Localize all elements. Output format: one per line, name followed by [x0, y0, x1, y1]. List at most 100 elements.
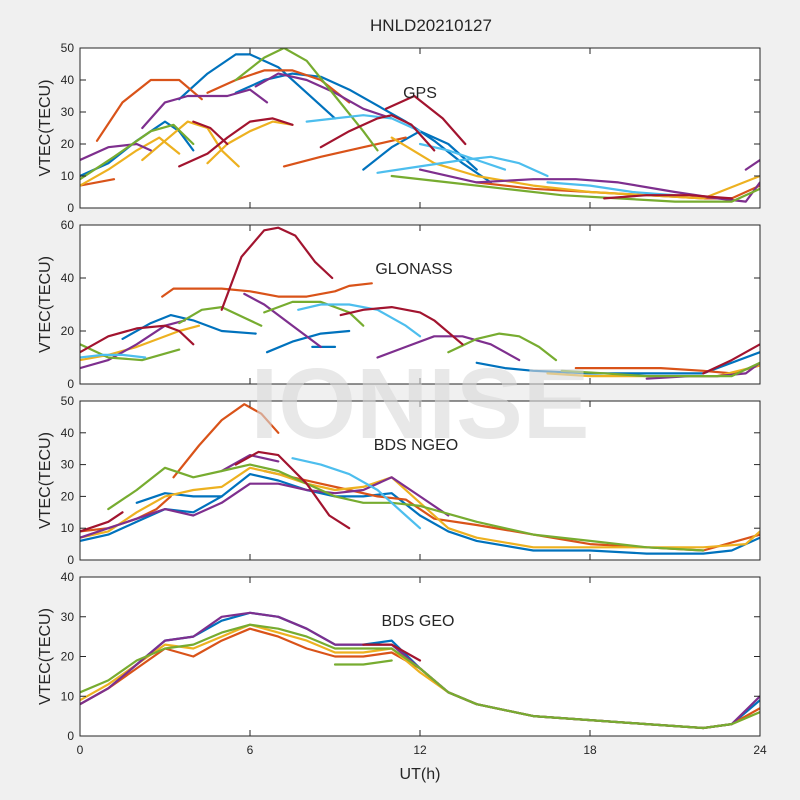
series-line-19 [80, 123, 195, 181]
series-group [80, 226, 760, 380]
series-line-18 [744, 158, 760, 171]
series-line-20 [234, 48, 379, 152]
series-line-6 [80, 466, 760, 549]
y-tick-label: 10 [61, 169, 75, 183]
panel-label: GLONASS [375, 261, 452, 278]
series-line-10 [243, 292, 322, 348]
y-tick-label: 10 [61, 689, 75, 703]
series-line-13 [390, 136, 760, 200]
watermark: IONISE [251, 348, 590, 460]
series-line-28 [319, 114, 436, 152]
y-axis-label: VTEC(TECU) [37, 256, 54, 353]
series-line-9 [107, 463, 705, 552]
y-tick-label: 30 [61, 610, 75, 624]
x-tick-label: 0 [77, 743, 84, 757]
y-axis-label: VTEC(TECU) [37, 608, 54, 705]
x-tick-label: 12 [413, 743, 427, 757]
series-line-14 [80, 142, 152, 162]
y-tick-label: 40 [61, 73, 75, 87]
series-line-4 [172, 403, 280, 479]
y-tick-label: 20 [61, 137, 75, 151]
series-line-21 [220, 226, 334, 311]
axes-background [80, 577, 760, 736]
series-line-2 [135, 492, 223, 504]
panel-bds-geo: 0 10 20 30 40 0 6 12 18 24 VTEC(TECU) BDS GEO [37, 570, 767, 757]
series-line-11 [376, 335, 521, 362]
series-line-30 [603, 194, 733, 200]
y-tick-label: 20 [61, 489, 75, 503]
series-line-2 [178, 53, 337, 120]
series-line-8 [220, 454, 280, 473]
series-line-21 [390, 174, 760, 203]
x-axis-label: UT(h) [400, 766, 441, 783]
series-line-23 [376, 155, 549, 178]
series-line-24 [418, 142, 507, 171]
series-line-27 [192, 120, 229, 146]
series-line-25 [546, 181, 677, 197]
series-group [80, 611, 760, 730]
series-group [80, 403, 760, 555]
series-line-6 [333, 659, 393, 666]
y-tick-label: 60 [61, 218, 75, 232]
x-tick-label: 24 [753, 743, 767, 757]
series-line-22 [339, 306, 464, 346]
series-line-26 [178, 117, 294, 168]
series-line-7 [282, 136, 407, 168]
series-line-12 [80, 511, 124, 533]
figure-title: HNLD20210127 [370, 16, 492, 35]
y-tick-label: 30 [61, 105, 75, 119]
axes-background [80, 401, 760, 560]
series-group [80, 48, 760, 203]
series-line-9 [80, 319, 186, 370]
y-tick-label: 30 [61, 458, 75, 472]
y-tick-label: 0 [67, 201, 74, 215]
series-line-3 [234, 72, 492, 184]
axes-background [80, 225, 760, 384]
series-line-7 [362, 643, 422, 662]
y-tick-label: 0 [67, 553, 74, 567]
series-line-18 [80, 353, 147, 359]
series-line-23 [702, 343, 760, 375]
y-tick-label: 0 [67, 377, 74, 391]
series-line-5 [161, 282, 373, 298]
axes-background [80, 48, 760, 208]
series-line-16 [447, 332, 558, 362]
series-line-15 [263, 300, 365, 327]
y-tick-label: 20 [61, 324, 75, 338]
y-tick-label: 50 [61, 394, 75, 408]
series-line-11 [234, 450, 351, 530]
x-tick-label: 6 [247, 743, 254, 757]
y-tick-label: 10 [61, 521, 75, 535]
y-tick-label: 40 [61, 570, 75, 584]
panel-label: GPS [403, 85, 437, 102]
y-tick-label: 40 [61, 271, 75, 285]
series-line-7 [80, 324, 201, 362]
series-line-10 [291, 457, 422, 530]
series-line-22 [305, 114, 422, 133]
series-line-12 [206, 120, 294, 165]
series-line-1 [121, 314, 257, 340]
x-tick-label: 18 [583, 743, 597, 757]
y-axis-label: VTEC(TECU) [37, 80, 54, 177]
series-line-17 [560, 361, 760, 378]
panel-label: BDS GEO [382, 613, 455, 630]
panel-glonass: 0 20 40 60 VTEC(TECU) GLONASS [37, 218, 761, 391]
panel-label: BDS NGEO [374, 437, 458, 454]
y-tick-label: 50 [61, 41, 75, 55]
panel-bds-ngeo: 0 10 20 30 40 50 VTEC(TECU) BDS NGEO [37, 394, 761, 567]
y-axis-label: VTEC(TECU) [37, 432, 54, 529]
series-line-7 [80, 476, 450, 539]
series-line-5 [95, 78, 203, 142]
panel-gps: 0 10 20 30 40 50 VTEC(TECU) GPS [37, 41, 761, 215]
series-line-15 [141, 88, 269, 130]
series-line-29 [384, 94, 467, 146]
series-line-9 [80, 178, 116, 187]
y-tick-label: 40 [61, 426, 75, 440]
series-line-16 [254, 72, 393, 120]
series-line-5 [80, 623, 760, 730]
series-line-10 [80, 136, 181, 187]
series-line-11 [141, 120, 240, 168]
y-tick-label: 20 [61, 650, 75, 664]
